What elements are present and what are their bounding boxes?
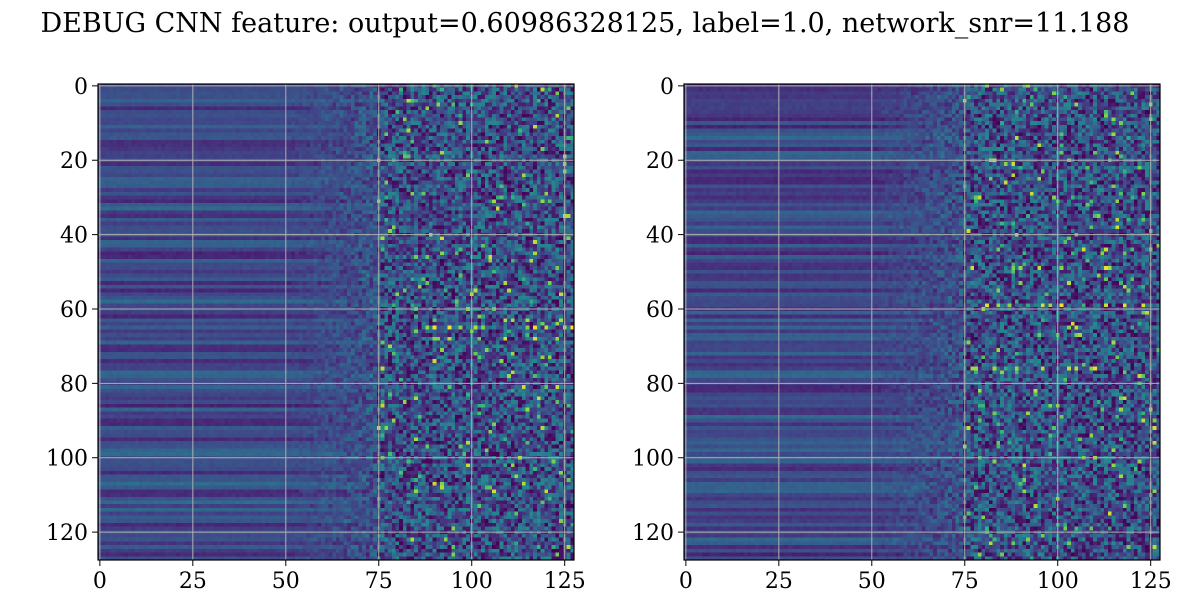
y-tick-label: 0: [74, 75, 88, 100]
figure-title: DEBUG CNN feature: output=0.60986328125,…: [41, 8, 1130, 39]
y-tick-label: 0: [660, 75, 674, 100]
y-tick-label: 20: [646, 149, 674, 174]
heatmap-panel-left: 0 25 50 75 100 125 0 20 40 60 80 100 120: [46, 75, 586, 594]
x-tick-label: 75: [365, 569, 393, 594]
y-tick-label: 60: [60, 298, 88, 323]
y-tick-label: 80: [646, 372, 674, 397]
y-tick-label: 40: [60, 224, 88, 249]
y-tick-label: 40: [646, 224, 674, 249]
axes-frame: [683, 83, 1161, 561]
x-tick-label: 0: [679, 569, 693, 594]
y-tick-label: 100: [46, 447, 88, 472]
x-tick-label: 0: [93, 569, 107, 594]
x-tick-label: 25: [179, 569, 207, 594]
heatmap-image: [98, 84, 574, 560]
y-tick-label: 60: [646, 298, 674, 323]
x-tick-label: 100: [451, 569, 493, 594]
heatmap-panel-right: 0 25 50 75 100 125 0 20 40 60 80 100 120: [632, 75, 1172, 594]
y-tick-label: 80: [60, 372, 88, 397]
y-tick-label: 120: [632, 521, 674, 546]
y-tick-label: 100: [632, 447, 674, 472]
x-tick-label: 25: [765, 569, 793, 594]
x-tick-label: 100: [1037, 569, 1079, 594]
y-tick-label: 120: [46, 521, 88, 546]
y-tick-label: 20: [60, 149, 88, 174]
heatmap-image: [684, 84, 1160, 560]
x-tick-label: 50: [858, 569, 886, 594]
axes-frame: [97, 83, 575, 561]
x-tick-label: 75: [951, 569, 979, 594]
x-tick-label: 125: [1130, 569, 1172, 594]
x-tick-label: 125: [544, 569, 586, 594]
x-tick-label: 50: [272, 569, 300, 594]
